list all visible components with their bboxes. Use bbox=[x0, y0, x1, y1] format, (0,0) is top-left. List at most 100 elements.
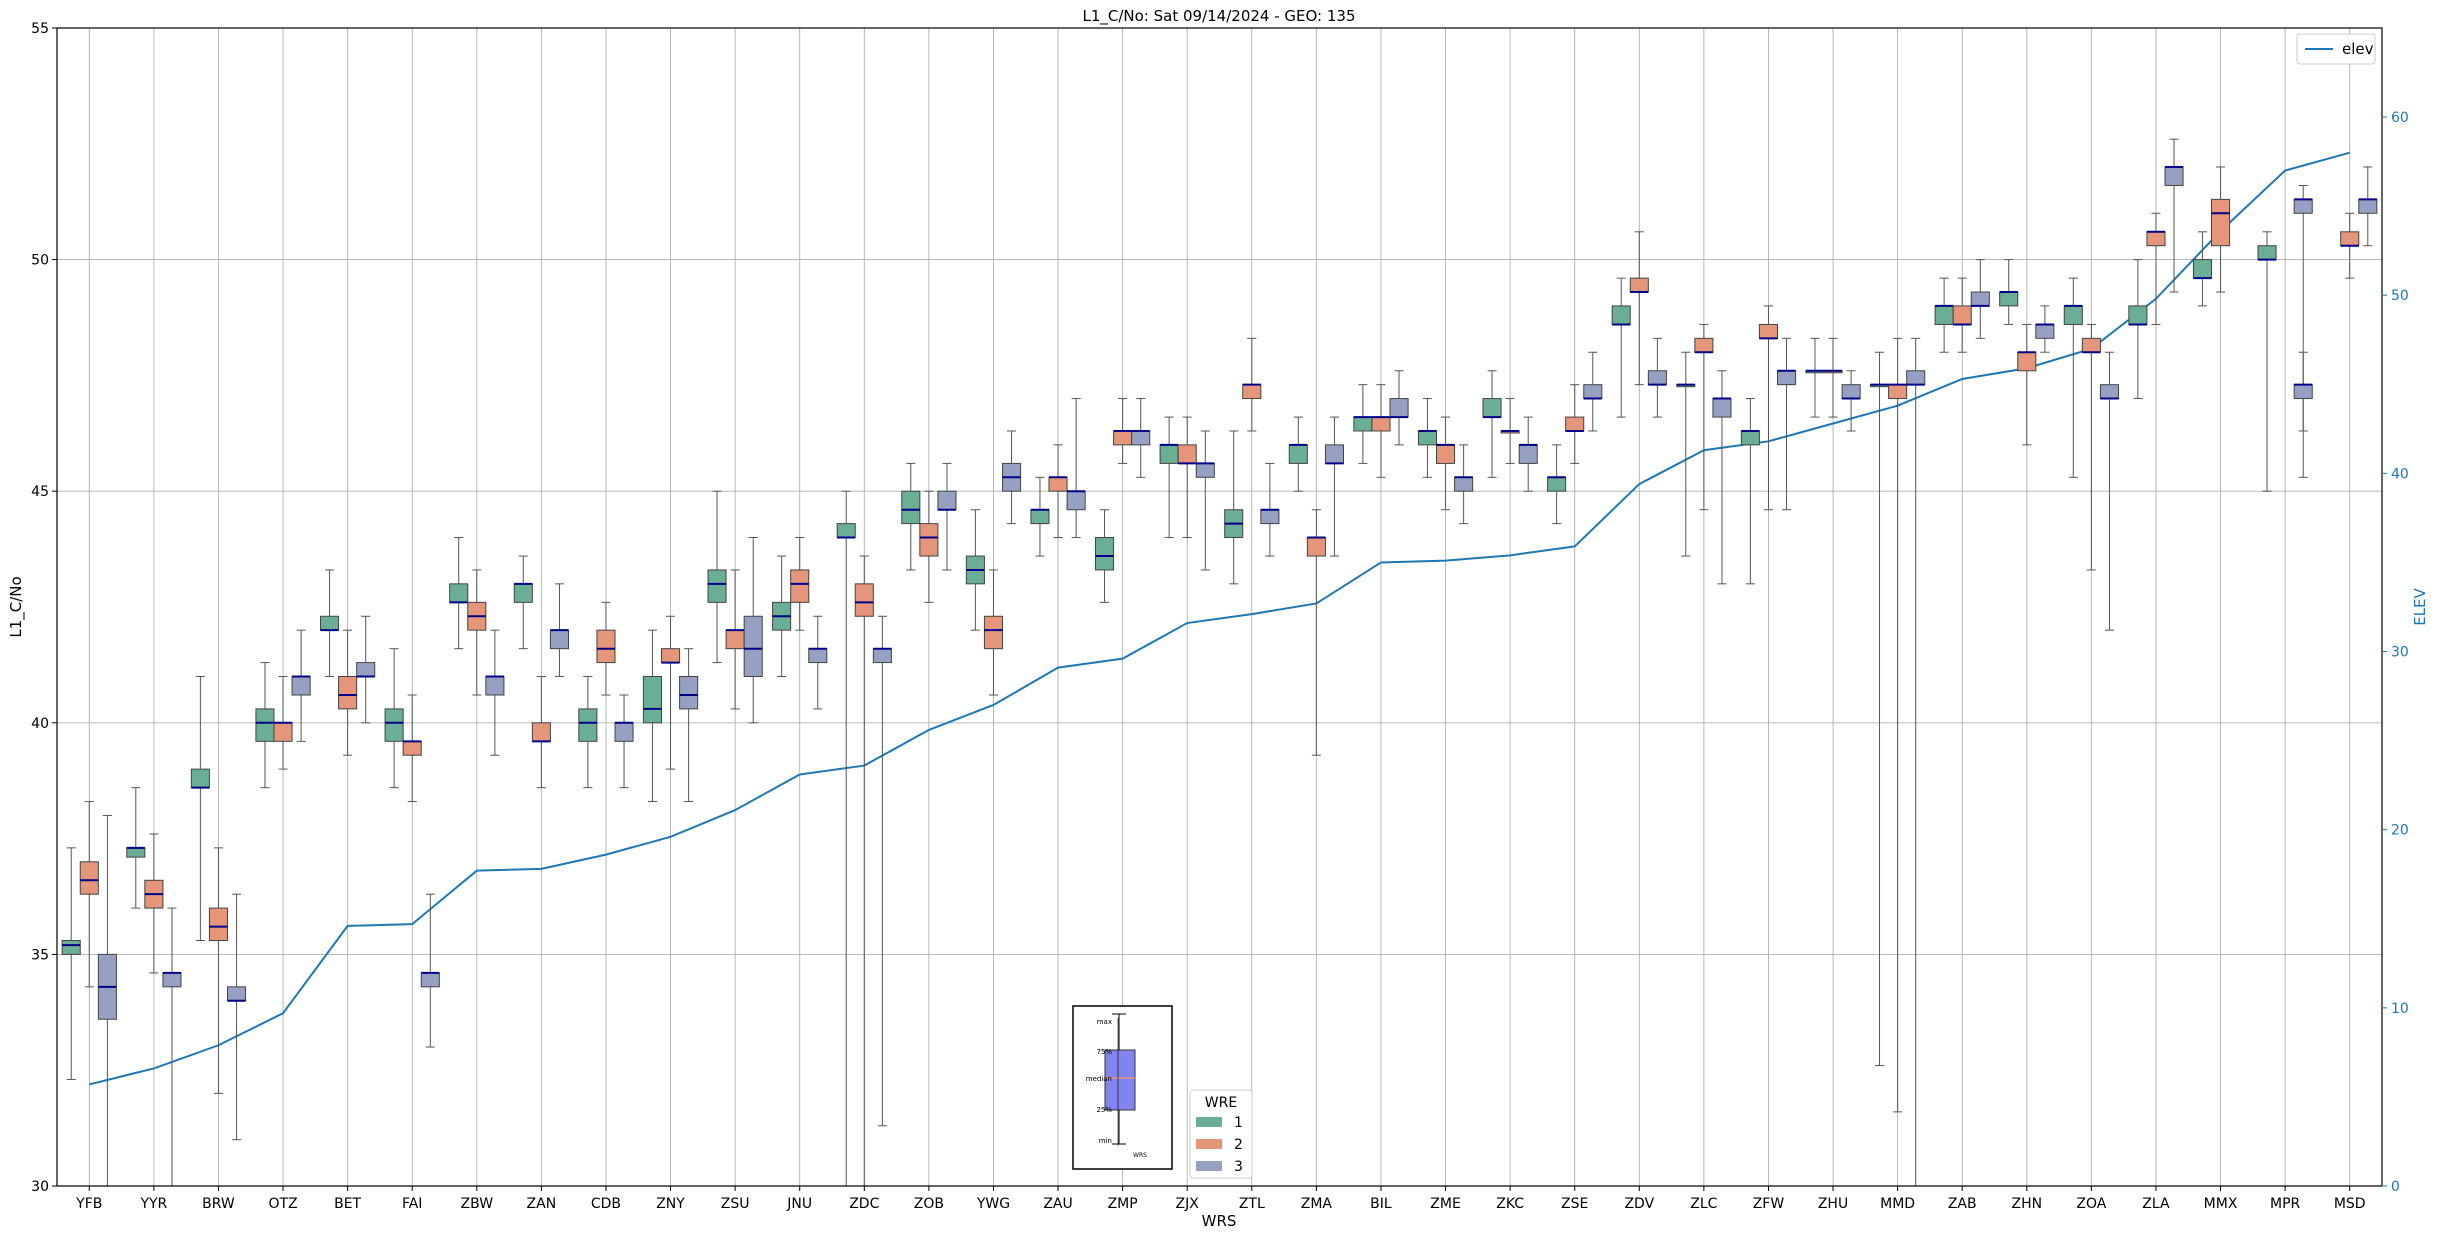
x-tick-label: ZMP bbox=[1108, 1196, 1138, 1212]
iqr-box bbox=[338, 675, 358, 710]
iqr-box bbox=[578, 708, 598, 742]
iqr-box bbox=[1583, 384, 1603, 400]
iqr-box bbox=[1389, 398, 1409, 418]
iqr-box bbox=[1547, 476, 1567, 492]
iqr-box bbox=[1371, 416, 1391, 432]
box-wre-3-bil bbox=[1389, 370, 1409, 446]
inset-box bbox=[1104, 1049, 1136, 1111]
iqr-box bbox=[642, 675, 663, 724]
iqr-box bbox=[126, 847, 146, 858]
iqr-box bbox=[1306, 537, 1326, 557]
x-tick-label: MMD bbox=[1880, 1196, 1915, 1212]
box-wre-3-mpr bbox=[2293, 351, 2313, 432]
x-tick-label: ZME bbox=[1430, 1196, 1461, 1212]
x-tick-label: MSD bbox=[2334, 1196, 2366, 1212]
wre-legend-label-3: 3 bbox=[1234, 1159, 1243, 1175]
iqr-box bbox=[162, 972, 182, 988]
iqr-box bbox=[208, 907, 229, 942]
box-wre-2-fai bbox=[402, 694, 422, 803]
elev-legend-label: elev bbox=[2342, 40, 2374, 58]
box-wre-3-zan bbox=[549, 583, 570, 677]
box-wre-2-cdb bbox=[596, 601, 616, 696]
x-tick-label: YFB bbox=[75, 1196, 102, 1212]
iqr-box bbox=[1324, 444, 1344, 464]
x-tick-label: ZAB bbox=[1948, 1196, 1977, 1212]
iqr-box bbox=[661, 648, 681, 664]
y-tick-label: 45 bbox=[31, 484, 49, 500]
box-wre-2-zau bbox=[1048, 444, 1068, 539]
iqr-box bbox=[2293, 198, 2313, 214]
box-wre-1-zdv bbox=[1611, 277, 1631, 418]
iqr-box bbox=[1952, 305, 1972, 325]
iqr-box bbox=[707, 569, 727, 603]
y2-tick-label: 10 bbox=[2391, 1001, 2409, 1017]
iqr-box bbox=[2192, 259, 2213, 279]
iqr-box bbox=[596, 629, 616, 664]
iqr-box bbox=[273, 722, 293, 742]
x-tick-label: ZOA bbox=[2076, 1196, 2106, 1212]
box-wre-2-bil bbox=[1371, 384, 1391, 478]
box-wre-1-zma bbox=[1288, 416, 1308, 492]
box-wre-1-zkc bbox=[1482, 370, 1502, 478]
iqr-box bbox=[1048, 476, 1068, 492]
iqr-box bbox=[1195, 462, 1215, 478]
box-wre-3-mmd bbox=[1906, 337, 1926, 1186]
iqr-box bbox=[1260, 509, 1280, 525]
box-wre-2-zbw bbox=[467, 569, 487, 696]
box-wre-3-zdv bbox=[1647, 337, 1667, 418]
box-key-inset: max 75% median 25% min WRS bbox=[1072, 1005, 1173, 1170]
iqr-box bbox=[1518, 444, 1538, 464]
iqr-box bbox=[808, 648, 828, 664]
iqr-box bbox=[743, 615, 763, 677]
inset-label-min: min bbox=[1099, 1137, 1112, 1145]
iqr-box bbox=[2099, 384, 2120, 400]
box-wre-2-ztl bbox=[1242, 337, 1262, 432]
y2-tick-label: 40 bbox=[2391, 466, 2409, 482]
x-tick-label: CDB bbox=[591, 1196, 621, 1212]
box-wre-1-ywg bbox=[965, 509, 985, 631]
iqr-box bbox=[1647, 370, 1667, 386]
box-wre-2-zme bbox=[1436, 416, 1456, 511]
x-tick-label: ZAN bbox=[527, 1196, 557, 1212]
iqr-box bbox=[2164, 166, 2184, 186]
iqr-box bbox=[485, 675, 505, 696]
box-wre-1-otz bbox=[255, 662, 275, 789]
x-tick-label: ZHN bbox=[2011, 1196, 2042, 1212]
box-wre-2-zhn bbox=[2017, 323, 2037, 446]
box-wre-1-mpr bbox=[2257, 231, 2277, 492]
box-wre-3-zjx bbox=[1195, 430, 1215, 571]
box-wre-2-zsu bbox=[725, 569, 745, 710]
wre-legend-title: WRE bbox=[1205, 1095, 1237, 1111]
box-wre-3-zdc bbox=[872, 615, 892, 1127]
box-wre-3-zme bbox=[1454, 444, 1474, 525]
box-wre-1-mmx bbox=[2192, 231, 2213, 307]
iqr-box bbox=[2340, 231, 2360, 247]
iqr-box bbox=[790, 569, 810, 603]
iqr-box bbox=[1242, 384, 1262, 400]
x-tick-label: OTZ bbox=[268, 1196, 297, 1212]
box-wre-3-otz bbox=[291, 629, 311, 742]
box-wre-1-zob bbox=[901, 462, 921, 571]
y2-tick-label: 0 bbox=[2391, 1179, 2400, 1195]
box-wre-1-zan bbox=[513, 555, 533, 650]
x-tick-label: ZKC bbox=[1496, 1196, 1524, 1212]
box-wre-3-yfb bbox=[97, 814, 117, 1186]
box-wre-3-brw bbox=[227, 893, 247, 1141]
box-wre-1-yfb bbox=[61, 847, 81, 1080]
box-wre-1-bil bbox=[1353, 384, 1373, 464]
iqr-box bbox=[1417, 430, 1437, 446]
box-wre-1-cdb bbox=[578, 675, 598, 789]
box-wre-2-otz bbox=[273, 675, 293, 770]
iqr-box bbox=[255, 708, 275, 742]
box-wre-2-zab bbox=[1952, 277, 1972, 353]
iqr-box bbox=[901, 490, 921, 525]
iqr-box bbox=[1611, 305, 1631, 325]
wre-legend-label-1: 1 bbox=[1234, 1115, 1243, 1131]
box-wre-2-jnu bbox=[790, 537, 810, 631]
box-wre-3-zob bbox=[937, 462, 957, 571]
x-tick-label: BET bbox=[334, 1196, 361, 1212]
box-wre-1-zau bbox=[1030, 476, 1050, 557]
iqr-box bbox=[2035, 323, 2055, 339]
iqr-box bbox=[449, 583, 469, 603]
iqr-box bbox=[1999, 291, 2019, 307]
